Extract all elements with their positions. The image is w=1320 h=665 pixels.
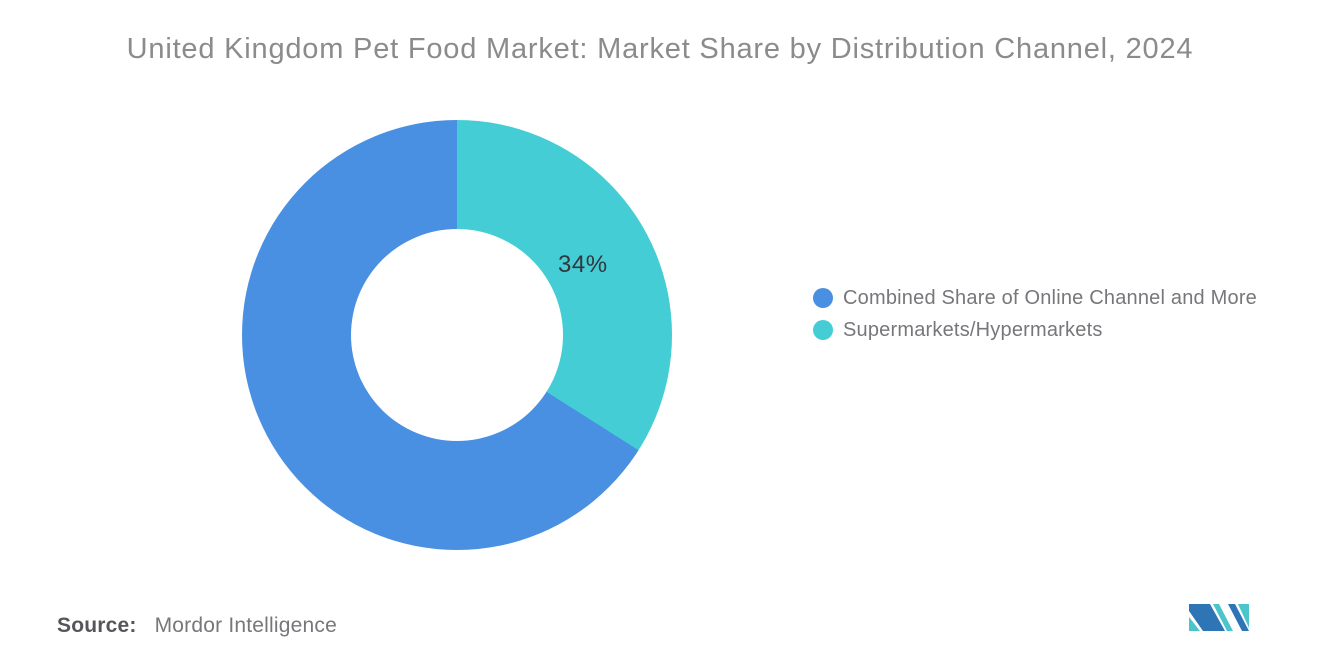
legend-swatch-supermarkets (813, 320, 833, 340)
legend-label-supermarkets: Supermarkets/Hypermarkets (843, 318, 1103, 341)
legend-swatch-online-channel (813, 288, 833, 308)
chart-title: United Kingdom Pet Food Market: Market S… (126, 33, 1194, 65)
logo-shape-blue-right (1228, 604, 1249, 631)
logo-shape-teal-middle (1213, 604, 1233, 631)
slice-value-label: 34% (558, 251, 608, 278)
source-line: Source: Mordor Intelligence (57, 614, 337, 638)
source-value: Mordor Intelligence (154, 614, 337, 637)
legend-label-online-channel: Combined Share of Online Channel and Mor… (843, 286, 1258, 309)
legend-item-supermarkets: Supermarkets/Hypermarkets (813, 319, 1257, 341)
logo-shape-teal-bottom-left (1189, 617, 1200, 631)
legend: Combined Share of Online Channel and Mor… (813, 287, 1257, 341)
source-label: Source: (57, 614, 137, 637)
legend-item-online-channel: Combined Share of Online Channel and Mor… (813, 287, 1257, 309)
logo-shape-teal-top-right (1238, 604, 1249, 628)
donut-chart (242, 120, 672, 550)
logo-shape-blue-left (1189, 604, 1225, 631)
donut-hole (351, 229, 563, 441)
mordor-intelligence-logo (1189, 604, 1249, 631)
